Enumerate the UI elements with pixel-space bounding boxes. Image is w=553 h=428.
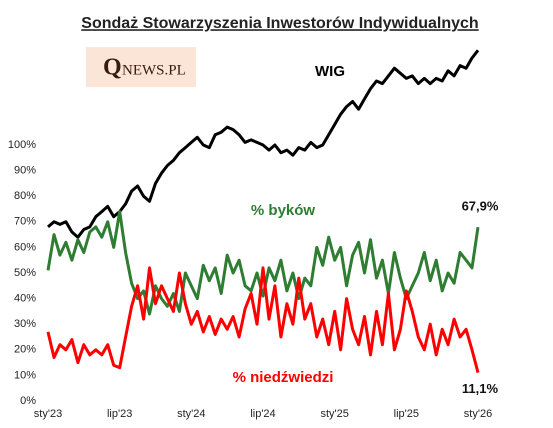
y-tick-label: 80%: [14, 190, 36, 202]
logo-text: NEWS.PL: [122, 62, 186, 78]
x-tick-label: sty'26: [464, 408, 492, 420]
series-label: % byków: [251, 202, 316, 219]
x-tick-label: lip'24: [250, 408, 275, 420]
series-line: [46, 210, 480, 316]
y-tick-label: 50%: [14, 267, 36, 279]
x-tick-label: sty'25: [320, 408, 348, 420]
series-label: WIG: [315, 63, 345, 80]
x-tick-label: sty'24: [177, 408, 205, 420]
logo-box: [86, 47, 196, 87]
y-tick-label: 60%: [14, 241, 36, 253]
series-label: % niedźwiedzi: [233, 369, 334, 386]
y-tick-label: 90%: [14, 165, 36, 177]
x-tick-label: sty'23: [34, 408, 62, 420]
y-tick-label: 100%: [8, 139, 36, 151]
logo-q: Q: [103, 55, 122, 81]
chart-title: Sondaż Stowarzyszenia Inwestorów Indywid…: [81, 15, 478, 32]
value-label: 11,1%: [462, 381, 499, 396]
y-tick-label: 40%: [14, 293, 36, 305]
y-tick-label: 20%: [14, 344, 36, 356]
y-tick-label: 30%: [14, 318, 36, 330]
series-line: [46, 266, 480, 373]
y-tick-label: 0%: [20, 395, 36, 407]
x-tick-label: lip'25: [394, 408, 419, 420]
x-tick-label: lip'23: [107, 408, 132, 420]
value-label: 67,9%: [462, 199, 499, 214]
y-tick-label: 70%: [14, 216, 36, 228]
y-tick-label: 10%: [14, 369, 36, 381]
